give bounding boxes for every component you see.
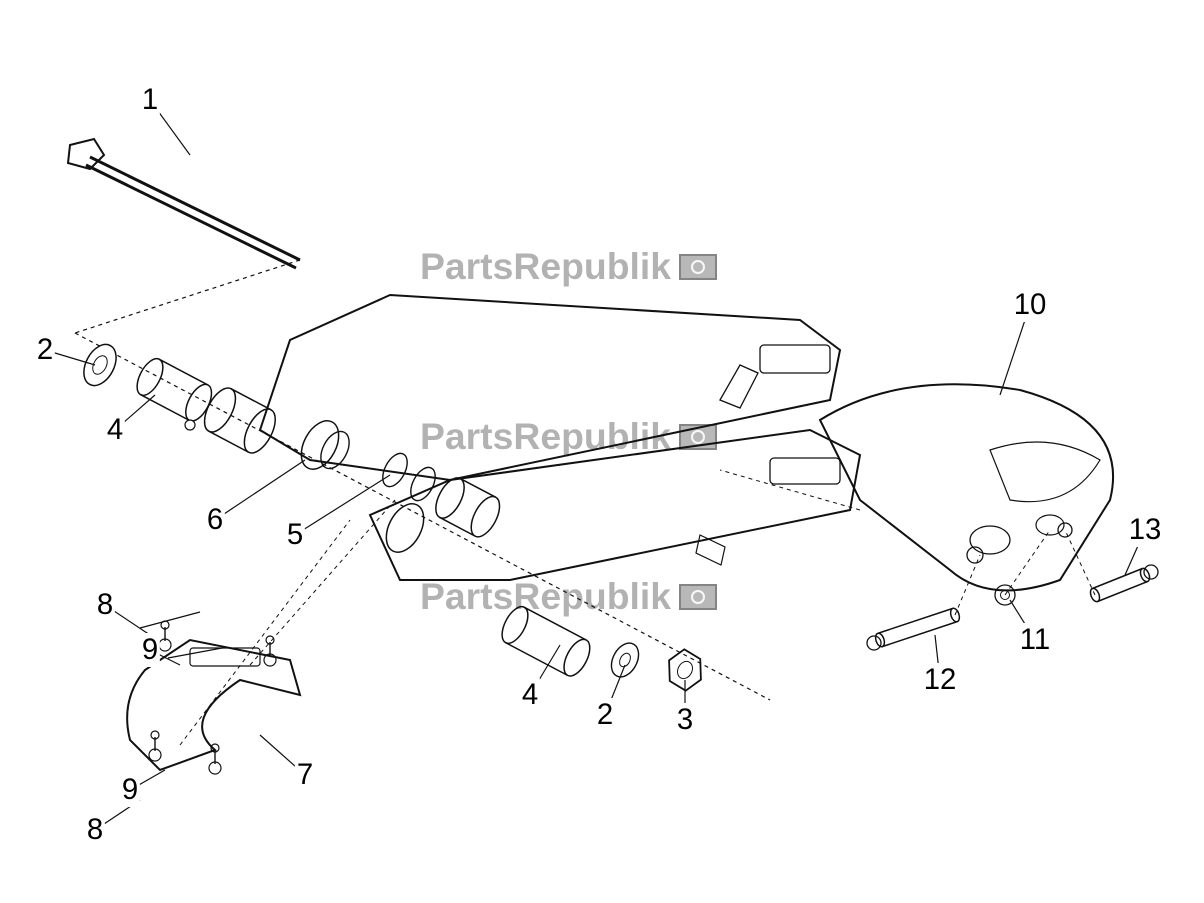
part-chain-slider [127,500,395,774]
part-washer-left [77,339,122,391]
diagram-stage: PartsRepublik PartsRepublik PartsRepubli… [0,0,1204,903]
callout-10: 10 [1012,288,1049,322]
callout-1: 1 [140,83,160,117]
part-pivot-spacers [315,427,505,542]
callout-11: 11 [1018,623,1052,657]
callout-2: 2 [35,333,55,367]
parts-drawing-svg [0,0,1204,903]
callout-8: 8 [85,813,105,847]
part-oring [185,420,195,430]
callout-8: 8 [95,588,115,622]
callout-9: 9 [120,773,140,807]
callout-5: 5 [285,518,305,552]
part-pivot-bolt [68,139,300,333]
part-bushings-left [132,355,282,458]
callout-2: 2 [595,698,615,732]
callout-12: 12 [922,663,959,697]
explode-axis [75,333,770,700]
part-swingarm [260,295,860,580]
callout-7: 7 [295,758,315,792]
callout-13: 13 [1127,513,1164,547]
callout-4: 4 [520,678,540,712]
part-chain-guard [720,384,1113,590]
callout-3: 3 [675,703,695,737]
callout-9: 9 [140,633,160,667]
callout-6: 6 [205,503,225,537]
callout-4: 4 [105,413,125,447]
